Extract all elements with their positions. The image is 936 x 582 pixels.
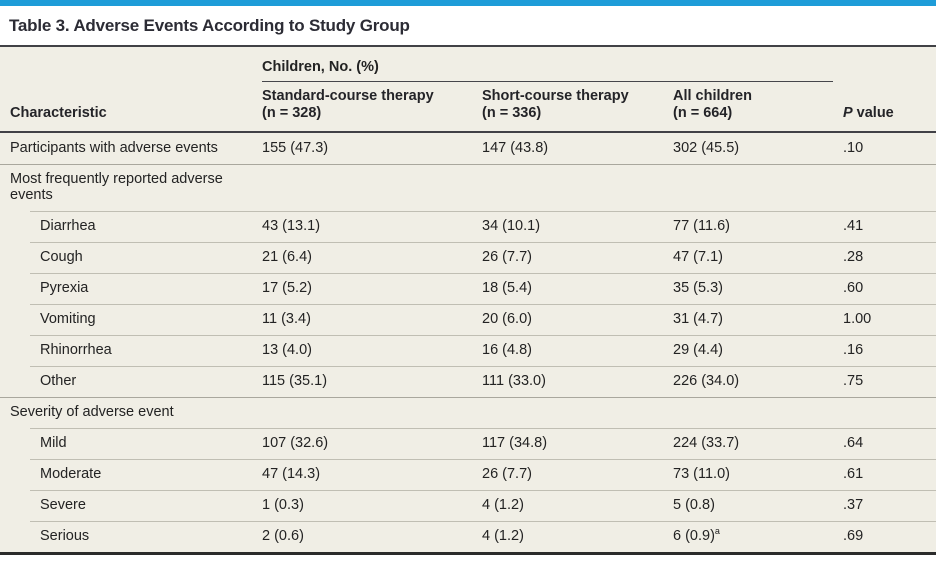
- cell-value: 302 (45.5): [673, 140, 740, 156]
- cell-value: 155 (47.3): [262, 140, 329, 156]
- table-row: Moderate 47 (14.3) 26 (7.7) 73 (11.0) .61: [0, 459, 936, 490]
- cell-value: 226 (34.0): [673, 373, 740, 389]
- cell-value: .16: [843, 342, 864, 358]
- cell-value: .37: [843, 497, 864, 513]
- row-label: Severity of adverse event: [10, 404, 174, 420]
- cell-value: 224 (33.7): [673, 435, 740, 451]
- column-header-line1: All children: [673, 88, 752, 104]
- column-header-characteristic: Characteristic: [10, 105, 107, 121]
- cell-value: 35 (5.3): [673, 280, 723, 296]
- cell-value: 107 (32.6): [262, 435, 329, 451]
- cell-value: 4 (1.2): [482, 528, 524, 544]
- cell-value: 73 (11.0): [673, 466, 730, 482]
- table-row: Participants with adverse events 155 (47.…: [0, 133, 936, 164]
- row-label: Moderate: [40, 466, 102, 482]
- row-label: Severe: [40, 497, 86, 513]
- row-label: Diarrhea: [40, 218, 96, 234]
- column-header-n: (n = 664): [673, 105, 733, 121]
- p-rest: value: [856, 105, 894, 121]
- cell-value: 6 (0.9)a: [673, 526, 720, 544]
- row-label: Participants with adverse events: [10, 140, 218, 156]
- cell-value: .28: [843, 249, 864, 265]
- cell-value: 47 (7.1): [673, 249, 723, 265]
- row-label: Rhinorrhea: [40, 342, 112, 358]
- accent-bar: [0, 0, 936, 6]
- section-row: Severity of adverse event: [0, 397, 936, 428]
- table-row: Diarrhea 43 (13.1) 34 (10.1) 77 (11.6) .41: [0, 211, 936, 242]
- cell-value: 47 (14.3): [262, 466, 321, 482]
- cell-value: 1 (0.3): [262, 497, 304, 513]
- row-label: Cough: [40, 249, 83, 265]
- cell-value: .61: [843, 466, 864, 482]
- cell-value: 1.00: [843, 311, 872, 327]
- cell-value: .75: [843, 373, 864, 389]
- table-row: Rhinorrhea 13 (4.0) 16 (4.8) 29 (4.4) .16: [0, 335, 936, 366]
- cell-value: 16 (4.8): [482, 342, 532, 358]
- cell-value: 77 (11.6): [673, 218, 730, 234]
- cell-value: 147 (43.8): [482, 140, 549, 156]
- column-header-short-course: Short-course therapy (n = 336): [482, 88, 673, 122]
- column-header-line1: Standard-course therapy: [262, 88, 434, 104]
- row-label: Most frequently reported adverse events: [10, 171, 223, 203]
- cell-value: 21 (6.4): [262, 249, 312, 265]
- table-row: Mild 107 (32.6) 117 (34.8) 224 (33.7) .64: [0, 428, 936, 459]
- cell-value: 2 (0.6): [262, 528, 304, 544]
- cell-value: 115 (35.1): [262, 373, 328, 389]
- cell-value: 18 (5.4): [482, 280, 532, 296]
- table-row: Other 115 (35.1) 111 (33.0) 226 (34.0) .75: [0, 366, 936, 397]
- cell-value: 26 (7.7): [482, 249, 532, 265]
- cell-value: 20 (6.0): [482, 311, 532, 327]
- row-label: Other: [40, 373, 77, 389]
- cell-value: 4 (1.2): [482, 497, 524, 513]
- table-row: Severe 1 (0.3) 4 (1.2) 5 (0.8) .37: [0, 490, 936, 521]
- adverse-events-table: Children, No. (%) Characteristic Standar…: [0, 45, 936, 555]
- footnote-sup: a: [714, 526, 720, 537]
- p-italic: P: [843, 105, 853, 121]
- spanner-row: Children, No. (%): [0, 47, 936, 82]
- cell-value: 29 (4.4): [673, 342, 723, 358]
- row-label: Vomiting: [40, 311, 96, 327]
- table-row: Vomiting 11 (3.4) 20 (6.0) 31 (4.7) 1.00: [0, 304, 936, 335]
- table-body: Participants with adverse events 155 (47.…: [0, 133, 936, 552]
- section-row: Most frequently reported adverse events: [0, 164, 936, 211]
- cell-value: 11 (3.4): [262, 311, 311, 327]
- table-row: Cough 21 (6.4) 26 (7.7) 47 (7.1) .28: [0, 242, 936, 273]
- cell-value: 5 (0.8): [673, 497, 715, 513]
- cell-value: 43 (13.1): [262, 218, 321, 234]
- cell-value: .10: [843, 140, 864, 156]
- column-header-standard-course: Standard-course therapy (n = 328): [262, 88, 482, 122]
- cell-value: 111 (33.0): [482, 373, 546, 389]
- cell-value: 13 (4.0): [262, 342, 312, 358]
- cell-value: 26 (7.7): [482, 466, 532, 482]
- row-label: Serious: [40, 528, 90, 544]
- column-header-row: Characteristic Standard-course therapy (…: [0, 82, 936, 131]
- column-header-n: (n = 336): [482, 105, 542, 121]
- cell-value: .41: [843, 218, 864, 234]
- table-header: Children, No. (%) Characteristic Standar…: [0, 47, 936, 133]
- cell-value: 34 (10.1): [482, 218, 541, 234]
- table-title: Table 3. Adverse Events According to Stu…: [9, 16, 410, 35]
- spanner-children-header: Children, No. (%): [262, 59, 833, 82]
- row-label: Pyrexia: [40, 280, 89, 296]
- cell-value: 31 (4.7): [673, 311, 723, 327]
- cell-value: .64: [843, 435, 864, 451]
- column-header-n: (n = 328): [262, 105, 322, 121]
- table-row: Serious 2 (0.6) 4 (1.2) 6 (0.9)a .69: [0, 521, 936, 552]
- column-header-line1: Short-course therapy: [482, 88, 629, 104]
- table-title-block: Table 3. Adverse Events According to Stu…: [0, 6, 936, 45]
- cell-value: .60: [843, 280, 864, 296]
- column-header-all-children: All children (n = 664): [673, 88, 843, 122]
- table-row: Pyrexia 17 (5.2) 18 (5.4) 35 (5.3) .60: [0, 273, 936, 304]
- cell-value: 17 (5.2): [262, 280, 312, 296]
- row-label: Mild: [40, 435, 67, 451]
- cell-value: 117 (34.8): [482, 435, 548, 451]
- cell-value: .69: [843, 528, 864, 544]
